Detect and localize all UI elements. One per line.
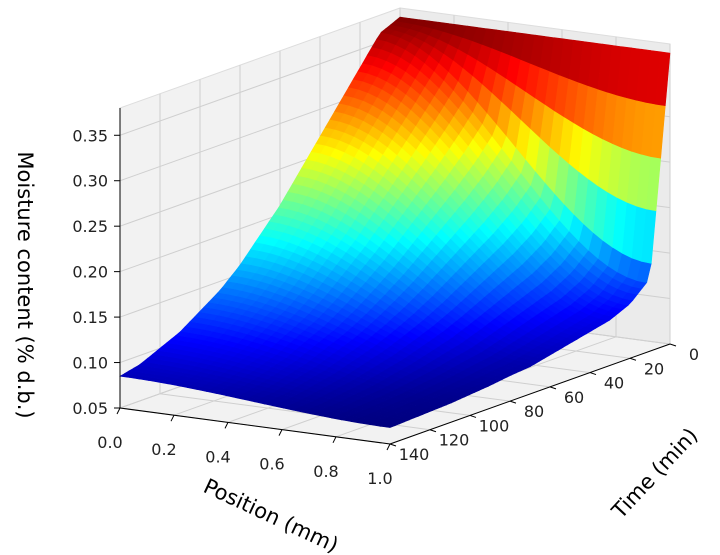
y-axis-line (389, 343, 671, 445)
z-tick-label: 0.20 (72, 263, 108, 282)
y-tick-mark (629, 357, 637, 361)
y-tick-mark (549, 386, 557, 390)
y-tick-label: 0 (689, 345, 699, 364)
x-tick-mark (386, 443, 391, 451)
x-tick-mark (332, 436, 337, 444)
x-tick-label: 0.4 (205, 447, 230, 466)
y-tick-mark (389, 443, 397, 447)
x-tick-mark (116, 407, 121, 415)
z-tick-label: 0.35 (72, 126, 108, 145)
z-tick-label: 0.10 (72, 354, 108, 373)
axis-lines (119, 108, 671, 445)
z-tick-label: 0.15 (72, 308, 108, 327)
y-tick-mark (589, 372, 597, 376)
z-axis-label: Moisture content (% d.b.) (13, 151, 37, 418)
x-tick-label: 0.8 (313, 462, 338, 481)
x-tick-label: 1.0 (367, 469, 392, 488)
y-tick-label: 100 (479, 416, 510, 435)
y-tick-label: 60 (564, 388, 584, 407)
x-tick-label: 0.6 (259, 455, 284, 474)
y-tick-mark (469, 414, 477, 418)
y-tick-label: 120 (439, 431, 470, 450)
x-tick-mark (224, 422, 229, 429)
y-tick-label: 140 (399, 445, 430, 464)
x-tick-label: 0.0 (97, 433, 122, 452)
x-tick-mark (278, 429, 283, 436)
y-tick-mark (509, 400, 517, 404)
surface-plot (119, 16, 671, 428)
x-axis-line (119, 407, 391, 445)
tick-labels: 0.0 0.2 0.4 0.6 0.8 1.0 0 20 40 60 80 100 120 140 0.05… (72, 126, 699, 488)
y-tick-label: 80 (524, 402, 544, 421)
y-tick-mark (669, 343, 677, 347)
x-tick-mark (170, 414, 175, 422)
z-tick-label: 0.30 (72, 172, 108, 191)
y-tick-mark (429, 429, 437, 433)
x-axis-label: Position (mm) (200, 474, 342, 555)
y-tick-label: 40 (604, 374, 624, 393)
z-tick-label: 0.05 (72, 399, 108, 418)
z-tick-label: 0.25 (72, 217, 108, 236)
surface-patch (655, 51, 671, 107)
x-tick-label: 0.2 (151, 440, 176, 459)
z-left-gridline (119, 34, 401, 136)
y-tick-label: 20 (644, 359, 664, 378)
y-axis-label: Time (min) (607, 423, 703, 524)
